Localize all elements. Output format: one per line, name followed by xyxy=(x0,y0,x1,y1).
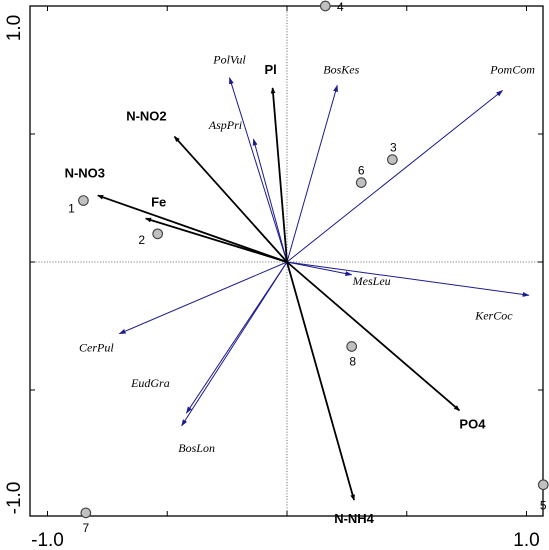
species-label: EudGra xyxy=(130,376,170,390)
site-label: 5 xyxy=(540,499,547,513)
y-tick-label: 1.0 xyxy=(4,15,25,41)
species-label: AspPri xyxy=(208,118,242,132)
site-label: 8 xyxy=(349,354,356,368)
species-vectors: PolVul BosKes PomCom AspPri MesLeu KerCoc CerP… xyxy=(79,53,535,455)
site-marker xyxy=(387,154,398,165)
species-vector-boslon: BosLon xyxy=(178,261,288,455)
species-label: KerCoc xyxy=(474,308,513,322)
species-arrow xyxy=(286,261,353,276)
env-arrow xyxy=(270,87,288,263)
site-marker xyxy=(80,507,92,519)
site-point-7: 7 xyxy=(80,507,92,535)
species-arrow xyxy=(286,261,530,297)
species-arrow xyxy=(229,77,288,263)
species-vector-eudgra: EudGra xyxy=(130,261,288,414)
env-label: N-NH4 xyxy=(334,511,374,526)
env-vector-pl: Pl xyxy=(264,62,288,263)
site-label: 7 xyxy=(82,521,89,535)
site-marker xyxy=(78,195,89,206)
site-point-4: 4 xyxy=(319,0,344,14)
environment-vectors: Pl N-NO2 N-NO3 Fe PO4 N-NH4 xyxy=(65,62,487,526)
species-vector-cerpul: CerPul xyxy=(79,261,288,355)
site-label: 4 xyxy=(337,0,344,14)
species-vector-kercoc: KerCoc xyxy=(286,261,530,322)
env-arrow xyxy=(145,217,288,263)
env-vector-n-no3: N-NO3 xyxy=(65,165,288,263)
env-label: Pl xyxy=(264,62,276,77)
species-label: CerPul xyxy=(79,341,114,355)
species-label: BosKes xyxy=(323,62,359,76)
site-point-2: 2 xyxy=(138,228,164,247)
site-point-3: 3 xyxy=(387,141,398,165)
species-vector-mesleu: MesLeu xyxy=(286,261,391,288)
axis-ticks xyxy=(30,6,543,516)
species-label: BosLon xyxy=(178,441,215,455)
env-label: N-NO2 xyxy=(126,109,166,124)
axis-tick-labels: -1.0 1.0 1.0 -1.0 xyxy=(4,15,540,550)
species-vector-polvul: PolVul xyxy=(212,53,288,263)
species-arrow xyxy=(286,84,338,263)
site-label: 3 xyxy=(390,141,397,155)
x-tick-label: -1.0 xyxy=(31,530,64,550)
site-point-8: 8 xyxy=(346,341,358,368)
species-label: MesLeu xyxy=(352,274,391,288)
species-arrow xyxy=(286,90,504,263)
site-marker xyxy=(355,177,367,188)
site-point-1: 1 xyxy=(68,195,89,216)
site-marker xyxy=(152,228,164,240)
species-label: PomCom xyxy=(489,62,535,76)
env-vector-po4: PO4 xyxy=(286,261,486,431)
site-marker xyxy=(346,341,358,352)
x-tick-label: 1.0 xyxy=(513,530,539,550)
site-marker xyxy=(537,479,549,491)
site-point-5: 5 xyxy=(537,479,549,513)
species-vector-pomcom: PomCom xyxy=(286,62,535,263)
env-label: Fe xyxy=(151,194,166,209)
env-arrow xyxy=(286,261,461,412)
env-label: N-NO3 xyxy=(65,165,105,180)
site-marker xyxy=(319,0,331,12)
site-points: 1 2 3 4 5 6 7 8 xyxy=(68,0,549,535)
env-vector-n-nh4: N-NH4 xyxy=(286,261,375,526)
env-vector-n-no2: N-NO2 xyxy=(126,109,288,263)
species-arrow xyxy=(252,138,288,263)
species-label: PolVul xyxy=(212,53,246,67)
env-arrow xyxy=(97,194,288,263)
species-vector-boskes: BosKes xyxy=(286,62,360,263)
site-label: 2 xyxy=(138,233,145,247)
env-arrow xyxy=(173,135,288,263)
y-tick-label: -1.0 xyxy=(4,482,25,515)
species-arrow xyxy=(118,261,288,335)
env-arrow xyxy=(286,261,355,501)
site-point-6: 6 xyxy=(355,164,367,188)
species-vector-asppri: AspPri xyxy=(208,118,288,263)
site-label: 1 xyxy=(68,202,75,216)
env-label: PO4 xyxy=(459,416,486,431)
species-arrow xyxy=(181,261,288,427)
site-label: 6 xyxy=(358,164,365,178)
env-vector-fe: Fe xyxy=(145,194,288,263)
